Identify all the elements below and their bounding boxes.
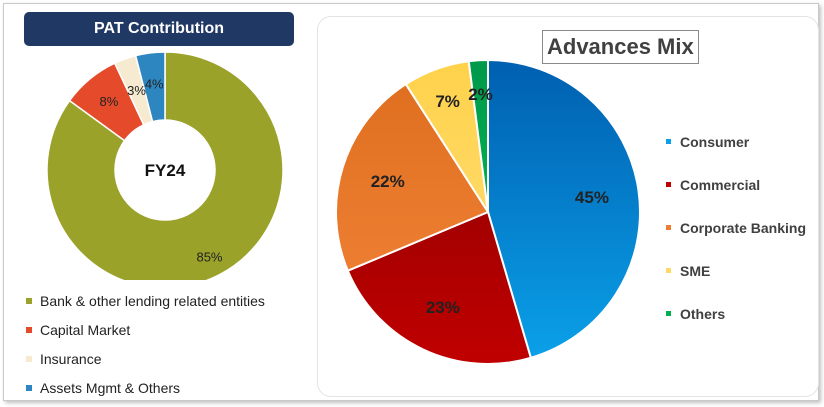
pie-slice-commercial: [346, 210, 533, 365]
donut-data-label-capital-market: 8%: [100, 94, 119, 109]
advances-legend-item-corporate-banking: Corporate Banking: [666, 206, 806, 249]
donut-data-label-insurance: 3%: [127, 83, 146, 98]
legend-swatch: [666, 225, 671, 230]
pie-data-label-others: 2%: [468, 85, 493, 104]
advances-legend: Consumer Commercial Corporate Banking SME Ot…: [666, 120, 806, 335]
legend-swatch: [26, 384, 32, 391]
legend-swatch: [666, 311, 671, 316]
legend-label: Bank & other lending related entities: [40, 292, 265, 309]
pat-legend-item-assets-mgmt-others: Assets Mgmt & Others: [26, 373, 265, 402]
pie-slice-consumer: [487, 58, 641, 360]
legend-swatch: [26, 355, 32, 362]
pie-data-label-commercial: 23%: [426, 298, 460, 317]
pat-legend: Bank & other lending related entities Cap…: [26, 286, 265, 402]
legend-swatch: [26, 297, 32, 304]
donut-data-label-assets-mgmt-others: 4%: [145, 77, 164, 92]
advances-mix-title: Advances Mix: [542, 30, 699, 64]
legend-swatch: [666, 139, 671, 144]
donut-center-label: FY24: [145, 161, 186, 180]
advances-legend-item-commercial: Commercial: [666, 163, 806, 206]
pat-legend-item-bank-other-lending-related-entities: Bank & other lending related entities: [26, 286, 265, 315]
legend-label: Commercial: [680, 176, 761, 193]
legend-label: Consumer: [680, 133, 750, 150]
pat-donut-chart: 85% 8% 3%4% FY24: [46, 51, 284, 280]
legend-label: Assets Mgmt & Others: [40, 379, 181, 396]
advances-mix-pie-chart: 45% 23% 22% 7% 2%: [335, 58, 641, 365]
pat-legend-item-insurance: Insurance: [26, 344, 265, 373]
pat-contribution-panel: PAT Contribution: [14, 10, 310, 402]
advances-legend-item-others: Others: [666, 292, 806, 335]
donut-hole: [115, 120, 215, 220]
legend-label: Insurance: [40, 350, 102, 367]
legend-swatch: [666, 268, 671, 273]
pat-contribution-header: PAT Contribution: [24, 12, 294, 46]
donut-data-label-bank-other-lending-related-entities: 85%: [196, 249, 222, 264]
pie-data-label-sme: 7%: [435, 92, 460, 111]
pie-data-label-consumer: 45%: [575, 188, 609, 207]
pie-slice-corporate-banking: [335, 82, 490, 273]
pat-legend-item-capital-market: Capital Market: [26, 315, 265, 344]
legend-swatch: [26, 326, 32, 333]
legend-label: SME: [680, 262, 711, 279]
advances-legend-item-sme: SME: [666, 249, 806, 292]
pie-slice-others: [467, 58, 489, 213]
advances-legend-item-consumer: Consumer: [666, 120, 806, 163]
legend-label: Corporate Banking: [680, 219, 807, 236]
pie-data-label-corporate-banking: 22%: [371, 172, 405, 191]
legend-swatch: [666, 182, 671, 187]
legend-label: Others: [680, 305, 726, 322]
legend-label: Capital Market: [40, 321, 131, 338]
